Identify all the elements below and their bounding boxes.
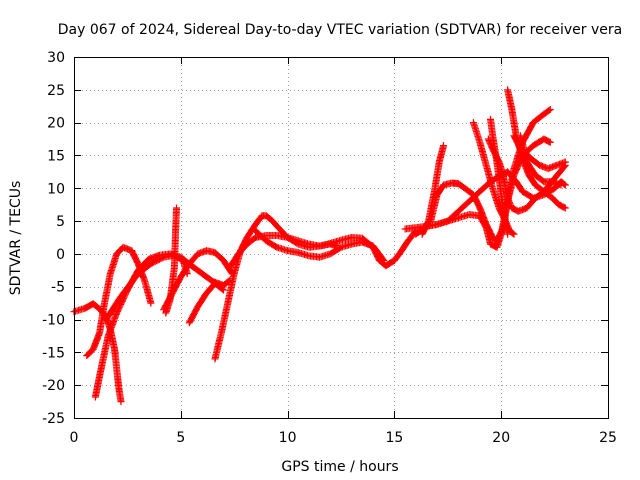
- y-tick-label: 15: [47, 148, 65, 164]
- x-tick-label: 15: [385, 430, 403, 446]
- y-tick-label: -25: [42, 411, 65, 427]
- series-arc-3: [91, 250, 234, 401]
- y-tick-label: 0: [56, 247, 65, 263]
- x-tick-label: 20: [492, 430, 510, 446]
- axes: -25 -20 -15 -10 -5 0 5 10 15 20 25 30 0 5 10 15 20 25: [42, 50, 617, 446]
- data-point-markers: [83, 243, 155, 360]
- chart-title: Day 067 of 2024, Sidereal Day-to-day VTE…: [58, 22, 622, 38]
- data-points: [70, 86, 569, 406]
- series-arc-17: [487, 115, 512, 238]
- x-tick-label: 25: [599, 430, 617, 446]
- y-axis-label: SDTVAR / TECUs: [8, 181, 24, 296]
- data-point-markers: [504, 86, 569, 212]
- data-point-markers: [252, 227, 388, 264]
- data-point-markers: [160, 247, 236, 314]
- series-arc-2: [83, 243, 155, 360]
- series-arc-10: [252, 227, 388, 264]
- y-tick-label: -15: [42, 345, 65, 361]
- x-tick-label: 5: [176, 430, 185, 446]
- series-arc-18: [504, 86, 569, 212]
- x-tick-label: 10: [279, 430, 297, 446]
- y-tick-label: -20: [42, 378, 65, 394]
- data-point-markers: [91, 250, 234, 401]
- data-point-markers: [516, 132, 569, 173]
- x-tick-label: 0: [70, 430, 79, 446]
- x-axis-label: GPS time / hours: [281, 459, 398, 475]
- series-arc-7: [160, 247, 236, 314]
- y-tick-label: -5: [51, 280, 65, 296]
- data-point-markers: [185, 279, 227, 327]
- series-arc-20: [516, 132, 569, 173]
- y-tick-label: 10: [47, 181, 65, 197]
- y-tick-label: 5: [56, 214, 65, 230]
- plot-frame: [74, 57, 609, 419]
- y-tick-label: 20: [47, 116, 65, 132]
- y-tick-label: 25: [47, 83, 65, 99]
- y-tick-label: -10: [42, 313, 65, 329]
- data-point-markers: [487, 115, 512, 238]
- y-tick-label: 30: [47, 50, 65, 66]
- series-arc-6: [185, 279, 227, 327]
